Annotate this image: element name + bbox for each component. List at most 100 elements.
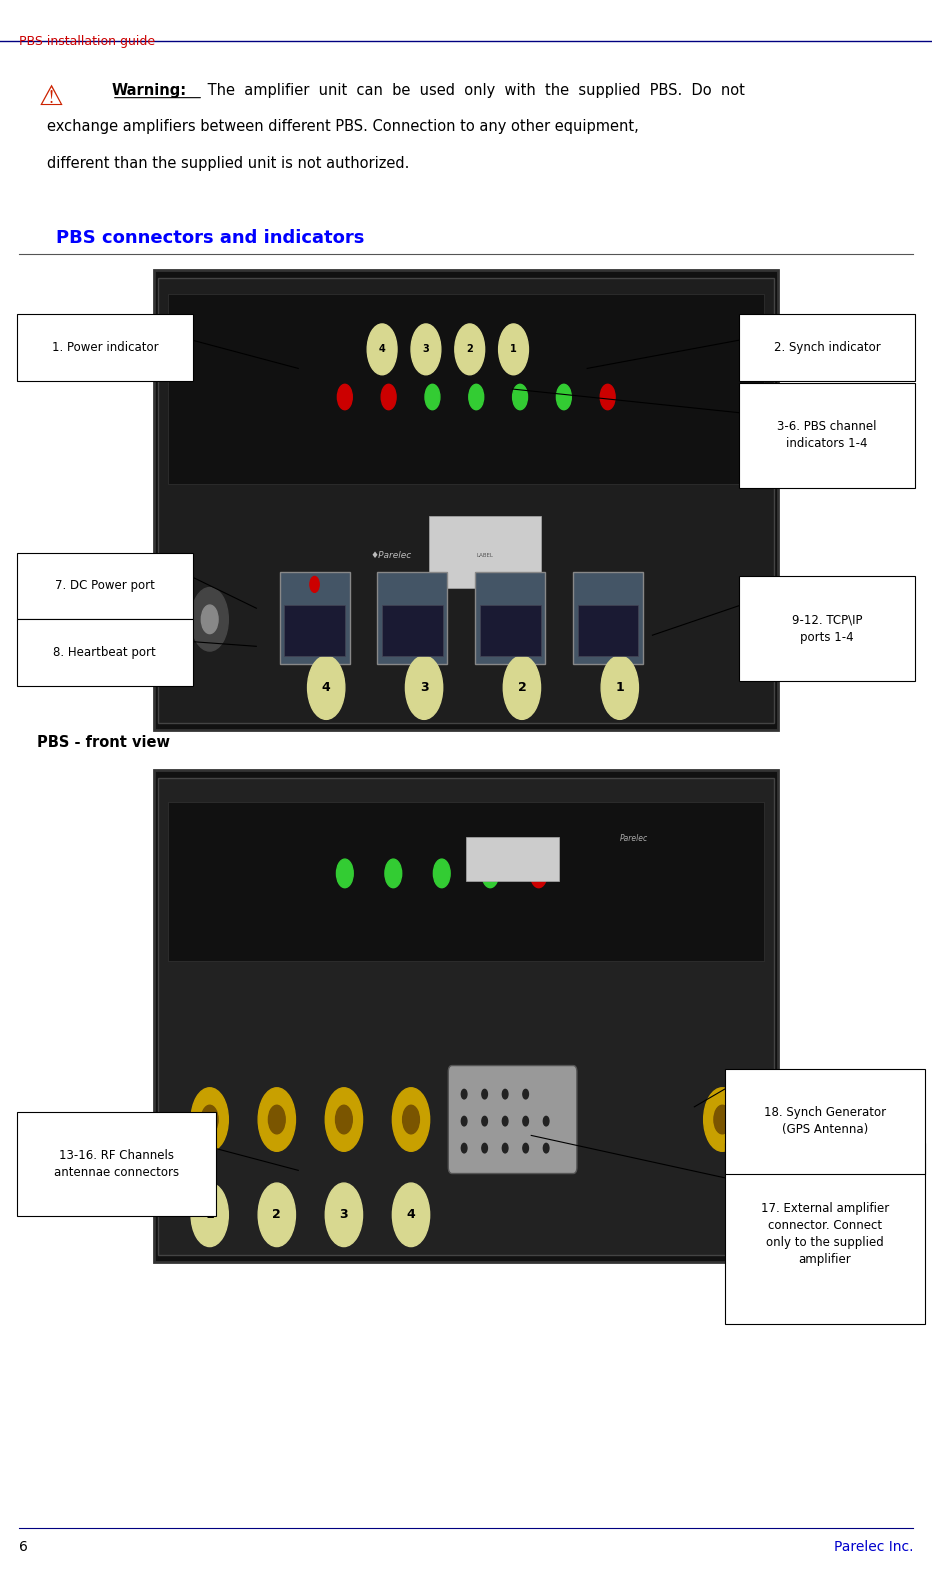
Text: PBS - front view: PBS - front view (37, 735, 171, 750)
FancyBboxPatch shape (739, 383, 915, 488)
Text: 1: 1 (510, 345, 517, 354)
FancyBboxPatch shape (573, 572, 643, 664)
Circle shape (201, 605, 218, 634)
Circle shape (523, 1116, 528, 1126)
Circle shape (469, 384, 484, 410)
Circle shape (482, 859, 499, 888)
Text: 17. External amplifier
connector. Connect
only to the supplied
amplifier: 17. External amplifier connector. Connec… (761, 1202, 889, 1266)
Circle shape (530, 859, 547, 888)
Circle shape (258, 1183, 295, 1247)
Circle shape (385, 859, 402, 888)
Text: 1. Power indicator: 1. Power indicator (51, 341, 158, 354)
Text: 8. Heartbeat port: 8. Heartbeat port (53, 646, 157, 659)
FancyBboxPatch shape (168, 802, 764, 961)
FancyBboxPatch shape (158, 778, 774, 1255)
Circle shape (513, 384, 528, 410)
FancyBboxPatch shape (475, 572, 545, 664)
Circle shape (502, 1116, 508, 1126)
FancyBboxPatch shape (448, 1066, 577, 1174)
Circle shape (461, 1116, 467, 1126)
FancyBboxPatch shape (725, 1143, 925, 1324)
Circle shape (704, 1088, 741, 1151)
Circle shape (367, 324, 397, 375)
Text: 3: 3 (339, 1208, 349, 1221)
Circle shape (461, 1143, 467, 1153)
FancyBboxPatch shape (466, 837, 559, 881)
Circle shape (258, 1088, 295, 1151)
FancyBboxPatch shape (280, 572, 350, 664)
Circle shape (336, 1105, 352, 1134)
FancyBboxPatch shape (739, 576, 915, 681)
Circle shape (392, 1183, 430, 1247)
Circle shape (308, 656, 345, 719)
Text: 2: 2 (517, 681, 527, 694)
Circle shape (405, 656, 443, 719)
FancyBboxPatch shape (154, 270, 778, 730)
FancyBboxPatch shape (17, 553, 193, 619)
Text: ♦Parelec: ♦Parelec (371, 551, 412, 561)
FancyBboxPatch shape (168, 294, 764, 484)
Circle shape (482, 1143, 487, 1153)
Text: 6: 6 (19, 1540, 28, 1555)
Circle shape (543, 1143, 549, 1153)
FancyBboxPatch shape (382, 605, 443, 656)
Text: 2: 2 (272, 1208, 281, 1221)
Circle shape (482, 1116, 487, 1126)
Text: The  amplifier  unit  can  be  used  only  with  the  supplied  PBS.  Do  not: The amplifier unit can be used only with… (203, 83, 745, 97)
Text: 4: 4 (322, 681, 331, 694)
Text: Warning:: Warning: (112, 83, 187, 97)
Circle shape (503, 656, 541, 719)
Text: 4: 4 (378, 345, 386, 354)
Text: 3: 3 (422, 345, 430, 354)
Circle shape (523, 1089, 528, 1099)
FancyBboxPatch shape (17, 619, 193, 686)
Circle shape (482, 1089, 487, 1099)
FancyBboxPatch shape (17, 1112, 216, 1216)
Circle shape (336, 859, 353, 888)
Circle shape (325, 1088, 363, 1151)
FancyBboxPatch shape (480, 605, 541, 656)
FancyBboxPatch shape (377, 572, 447, 664)
Circle shape (381, 384, 396, 410)
Text: PBS connectors and indicators: PBS connectors and indicators (56, 229, 364, 246)
Text: 13-16. RF Channels
antennae connectors: 13-16. RF Channels antennae connectors (54, 1150, 179, 1178)
Circle shape (461, 1089, 467, 1099)
Circle shape (201, 1105, 218, 1134)
Circle shape (543, 1116, 549, 1126)
Circle shape (425, 384, 440, 410)
Text: 1: 1 (205, 1208, 214, 1221)
Text: 3-6. PBS channel
indicators 1-4: 3-6. PBS channel indicators 1-4 (777, 421, 877, 449)
Text: 3: 3 (419, 681, 429, 694)
Circle shape (523, 1143, 528, 1153)
FancyBboxPatch shape (725, 1069, 925, 1174)
Text: 1: 1 (615, 681, 624, 694)
Circle shape (502, 1143, 508, 1153)
FancyBboxPatch shape (739, 314, 915, 381)
Circle shape (601, 656, 638, 719)
Circle shape (502, 1089, 508, 1099)
Text: LABEL: LABEL (476, 553, 493, 559)
FancyBboxPatch shape (578, 605, 638, 656)
Circle shape (600, 384, 615, 410)
Circle shape (403, 1105, 419, 1134)
Circle shape (268, 1105, 285, 1134)
Circle shape (411, 324, 441, 375)
FancyBboxPatch shape (158, 278, 774, 723)
FancyBboxPatch shape (17, 314, 193, 381)
Text: Parelec: Parelec (620, 834, 648, 843)
Circle shape (433, 859, 450, 888)
Circle shape (191, 1088, 228, 1151)
Circle shape (556, 384, 571, 410)
Circle shape (455, 324, 485, 375)
Text: 4: 4 (406, 1208, 416, 1221)
Circle shape (191, 588, 228, 651)
Circle shape (191, 1183, 228, 1247)
Text: 18. Synch Generator
(GPS Antenna): 18. Synch Generator (GPS Antenna) (763, 1107, 886, 1135)
Text: exchange amplifiers between different PBS. Connection to any other equipment,: exchange amplifiers between different PB… (47, 119, 638, 133)
Text: 7. DC Power port: 7. DC Power port (55, 580, 155, 592)
Circle shape (309, 576, 319, 592)
Circle shape (392, 1088, 430, 1151)
Circle shape (337, 384, 352, 410)
Text: 2. Synch indicator: 2. Synch indicator (774, 341, 881, 354)
Circle shape (325, 1183, 363, 1247)
